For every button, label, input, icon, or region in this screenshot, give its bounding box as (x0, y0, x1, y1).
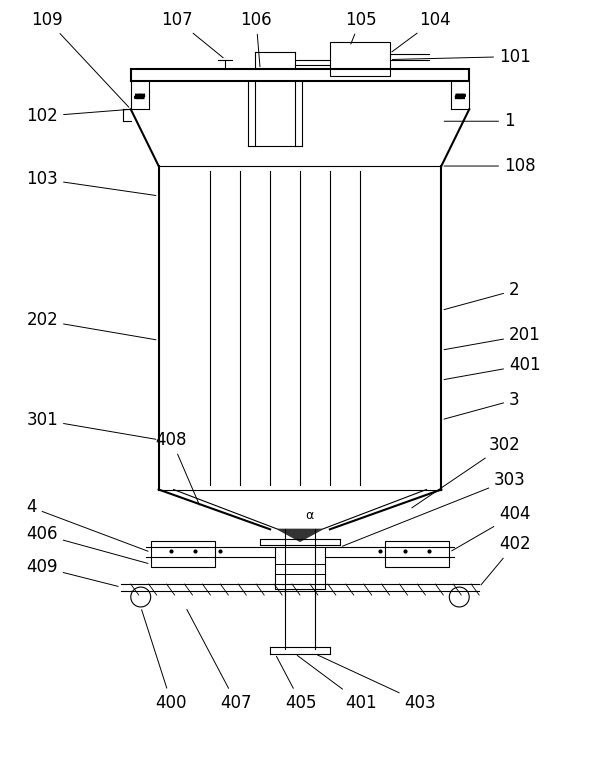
Text: 102: 102 (26, 108, 128, 125)
Text: 4: 4 (26, 498, 148, 551)
Bar (330, 42, 389, 77)
Text: 202: 202 (26, 311, 156, 340)
Bar (151, 541, 215, 567)
Text: 408: 408 (155, 431, 199, 505)
Bar (275, 547, 325, 589)
Text: 101: 101 (392, 47, 531, 66)
Text: 2: 2 (444, 282, 520, 310)
Text: 405: 405 (277, 656, 317, 711)
Text: α: α (305, 509, 313, 522)
Polygon shape (278, 529, 322, 541)
Text: 103: 103 (26, 170, 156, 196)
Text: 400: 400 (142, 610, 187, 711)
Text: 109: 109 (31, 11, 129, 108)
Text: 1: 1 (444, 112, 515, 130)
Text: 402: 402 (481, 536, 530, 585)
Text: 104: 104 (392, 11, 451, 52)
Text: 303: 303 (343, 471, 526, 546)
Text: 105: 105 (345, 11, 376, 44)
Text: 401: 401 (444, 356, 541, 379)
Text: 106: 106 (240, 11, 272, 67)
Text: 107: 107 (161, 11, 223, 58)
Text: 404: 404 (452, 505, 530, 551)
Text: 403: 403 (317, 655, 436, 711)
Text: 201: 201 (444, 326, 541, 350)
Text: 407: 407 (187, 609, 252, 711)
Text: 409: 409 (26, 558, 118, 587)
Text: 406: 406 (26, 526, 148, 563)
Text: 108: 108 (444, 157, 536, 175)
Bar (385, 541, 449, 567)
Text: 3: 3 (444, 391, 520, 419)
Text: 301: 301 (26, 411, 156, 440)
Text: 302: 302 (412, 436, 521, 508)
Text: 401: 401 (297, 656, 376, 711)
